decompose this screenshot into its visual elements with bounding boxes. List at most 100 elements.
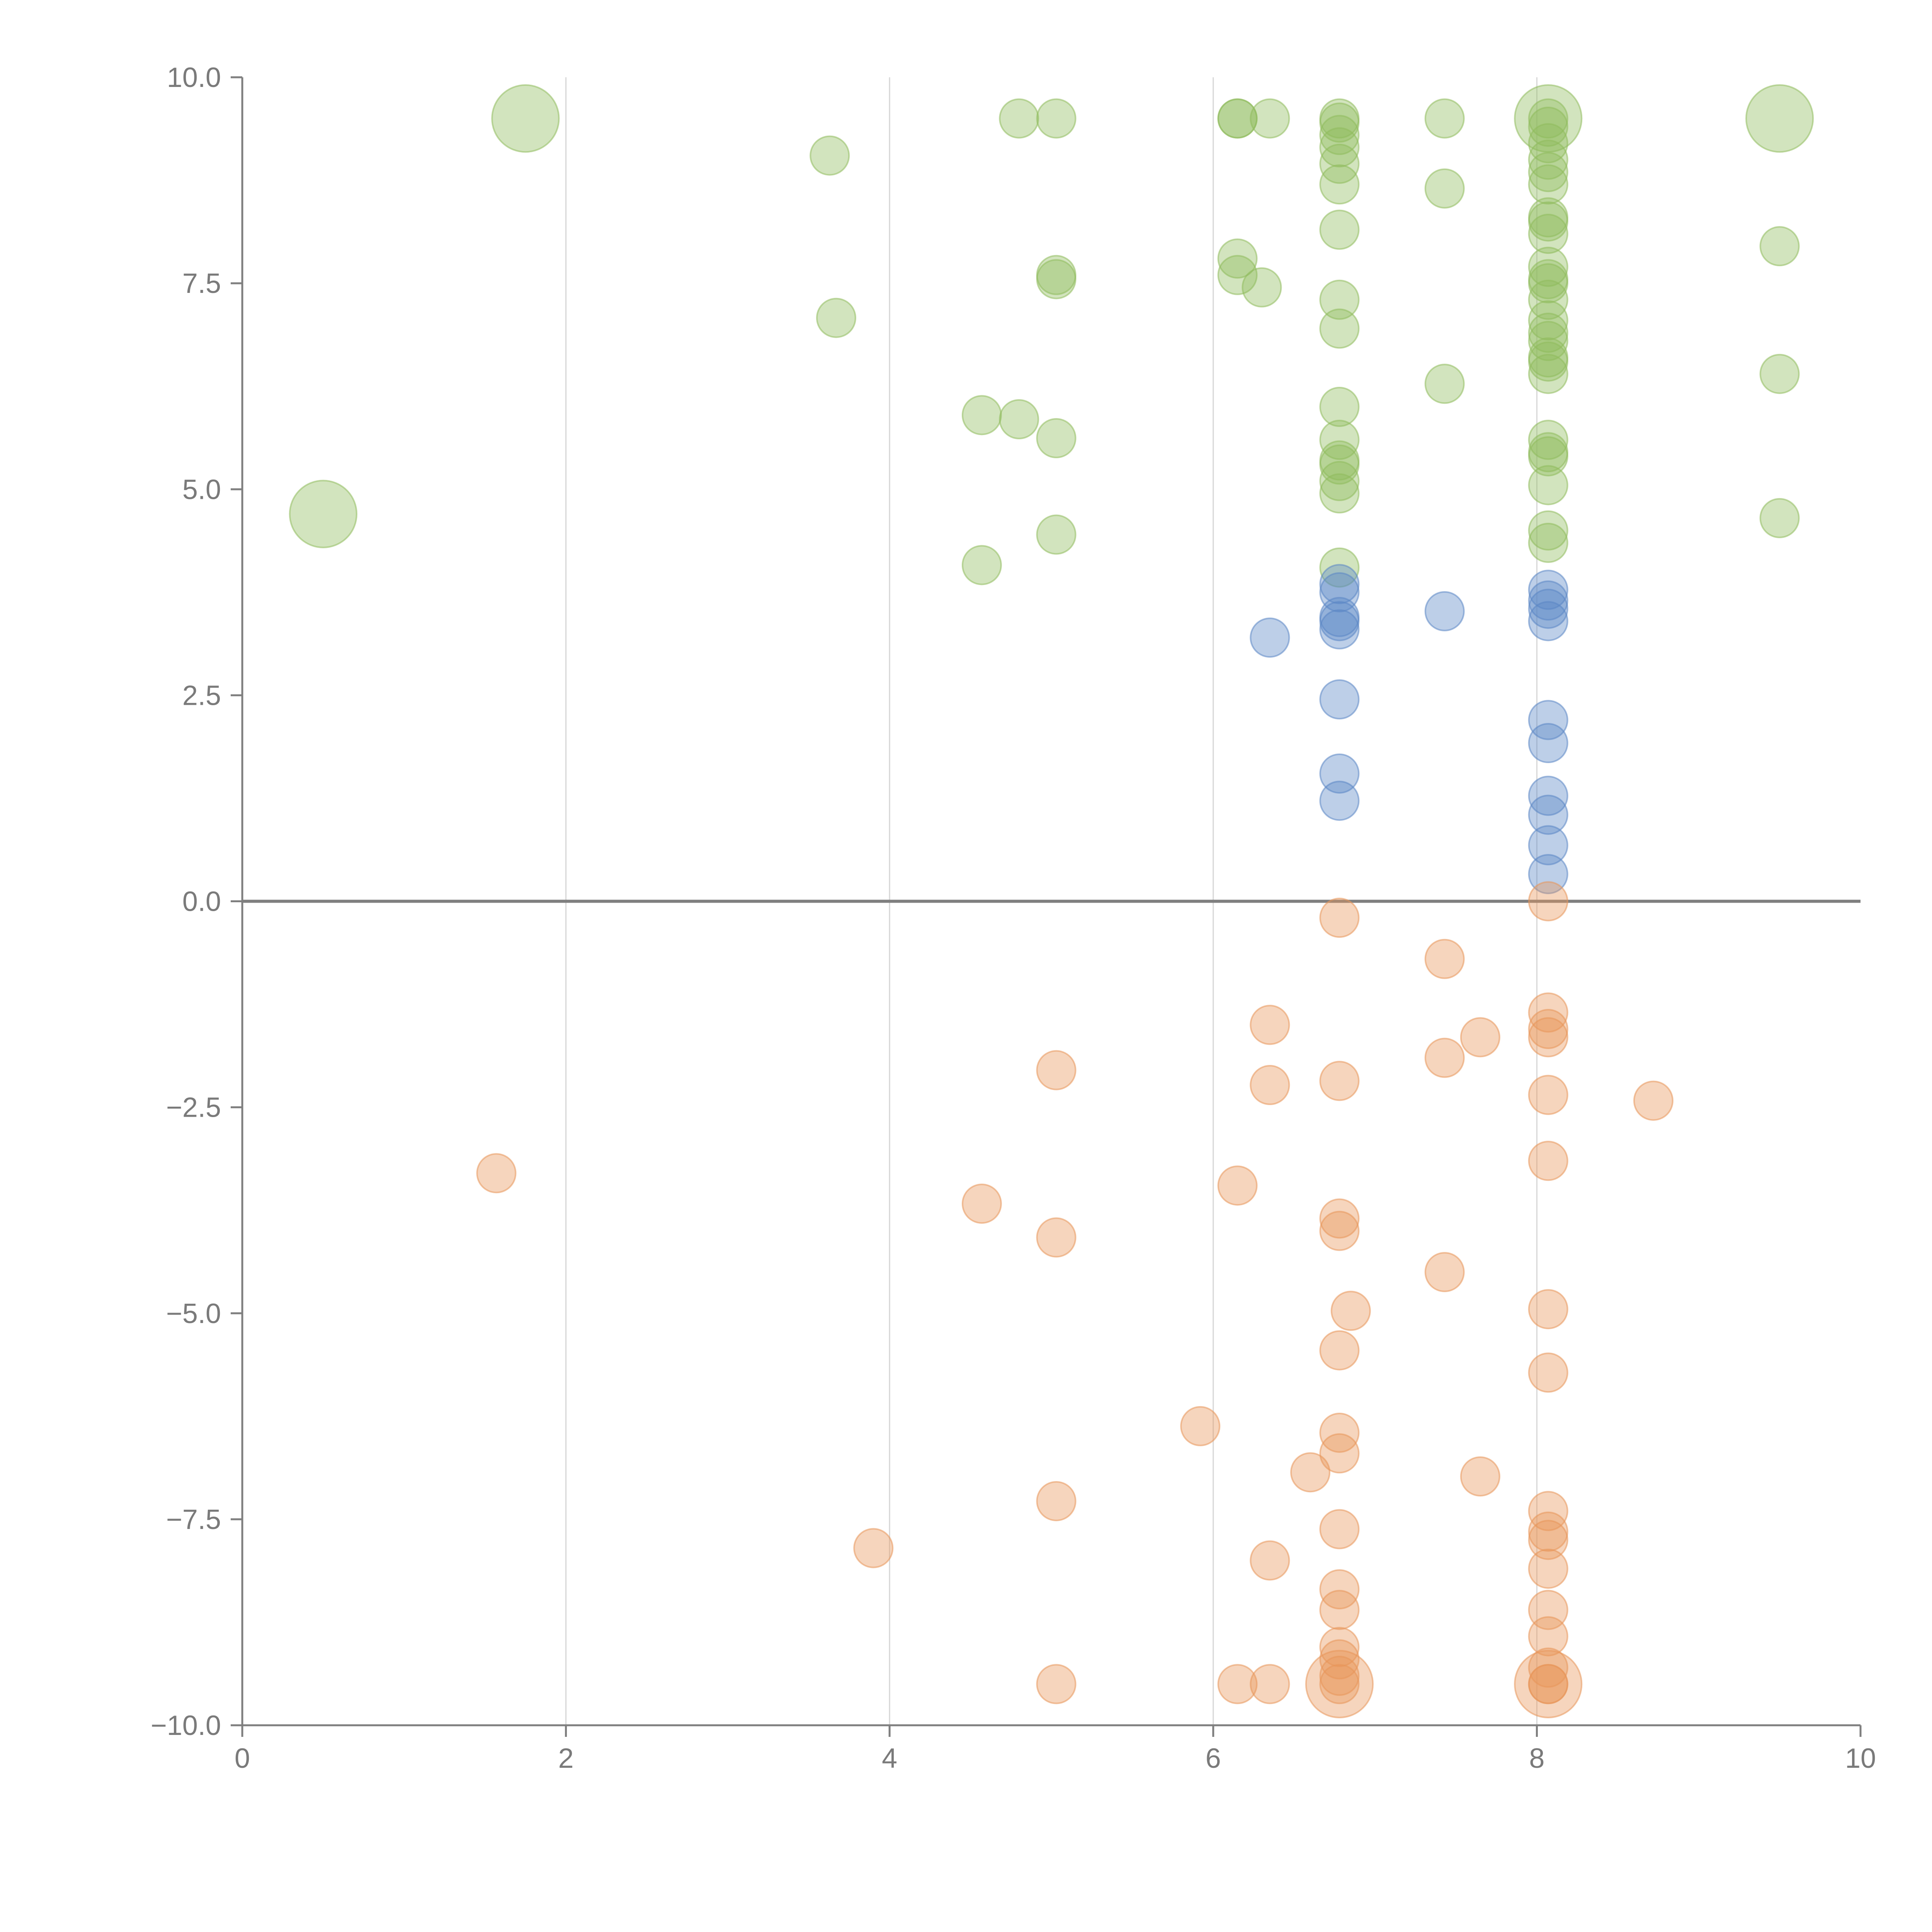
data-point-orange (1528, 1664, 1568, 1704)
data-point-orange (476, 1153, 517, 1194)
data-point-orange (1250, 1005, 1290, 1045)
y-tick-label: 5.0 (182, 474, 221, 505)
data-point-green (1319, 444, 1360, 485)
data-point-blue (1319, 609, 1360, 650)
data-point-green (1528, 247, 1568, 287)
data-point-green (1036, 418, 1077, 459)
data-point-green (1528, 300, 1568, 341)
data-point-orange (1250, 1540, 1290, 1581)
data-point-green (1319, 143, 1360, 184)
data-point-green (1217, 98, 1258, 139)
data-point-orange (1180, 1406, 1221, 1446)
data-point-orange (1330, 1291, 1371, 1331)
data-point-orange (1250, 1664, 1290, 1704)
data-point-orange (1036, 1050, 1077, 1090)
data-point-blue (1528, 580, 1568, 621)
data-point-orange (853, 1528, 894, 1568)
x-tick-label: 8 (1529, 1743, 1544, 1774)
data-point-green (1319, 115, 1360, 155)
data-point-orange (1217, 1165, 1258, 1206)
data-point-green (1424, 364, 1465, 404)
data-point-blue (1319, 601, 1360, 641)
data-point-orange (1319, 1198, 1360, 1239)
data-point-green (1319, 209, 1360, 250)
data-point-orange (961, 1184, 1002, 1224)
y-tick-label: −5.0 (166, 1298, 221, 1329)
y-tick-label: 10.0 (167, 62, 221, 93)
data-point-blue (1319, 679, 1360, 720)
data-point-green (1528, 214, 1568, 254)
y-tick-label: −10.0 (151, 1710, 221, 1741)
data-point-green (1319, 127, 1360, 168)
data-point-green (1424, 98, 1465, 139)
y-tick-label: 2.5 (182, 680, 221, 711)
data-point-blue (1528, 723, 1568, 764)
data-point-green (1036, 98, 1077, 139)
data-point-green (1528, 106, 1568, 147)
data-point-orange (1319, 1061, 1360, 1101)
data-point-blue (1424, 591, 1465, 631)
data-point-orange (1528, 1616, 1568, 1656)
data-point-green (1319, 279, 1360, 320)
data-point-orange (1528, 1548, 1568, 1589)
data-point-green (1217, 238, 1258, 279)
x-tick-label: 2 (558, 1743, 574, 1774)
data-point-blue (1528, 794, 1568, 835)
data-point-blue (1250, 617, 1290, 658)
data-point-orange (1514, 1650, 1583, 1718)
data-point-orange (1319, 1330, 1360, 1371)
axes: 0 2 4 6 8 10 10.0 7.5 5.0 2.5 0.0 −2.5 −5.0 −7.5 −10.0 (151, 62, 1876, 1774)
data-point-blue (1319, 564, 1360, 604)
data-point-orange (1528, 1017, 1568, 1058)
data-point-green (961, 395, 1002, 435)
data-point-orange (1528, 1289, 1568, 1330)
data-point-orange (1528, 1491, 1568, 1531)
data-point-orange (1460, 1456, 1500, 1497)
data-point-orange (1528, 992, 1568, 1033)
data-point-orange (1424, 1037, 1465, 1078)
data-point-blue (1528, 700, 1568, 740)
data-point-orange (1036, 1481, 1077, 1521)
data-point-green (999, 98, 1039, 139)
data-point-green (1528, 313, 1568, 353)
data-point-green (1424, 168, 1465, 209)
data-point-orange (1528, 1511, 1568, 1552)
data-point-green (1759, 226, 1800, 267)
data-point-orange (1319, 1639, 1360, 1680)
data-point-green (1319, 102, 1360, 143)
data-point-green (1528, 354, 1568, 394)
data-point-orange (1319, 1569, 1360, 1610)
data-point-orange (1319, 1211, 1360, 1251)
data-point-green (1319, 164, 1360, 205)
data-point-green (1528, 436, 1568, 476)
data-point-orange (1528, 1352, 1568, 1393)
data-point-green (1759, 498, 1800, 538)
data-point-green (1319, 420, 1360, 460)
data-point-green (1745, 84, 1814, 153)
data-point-green (491, 84, 560, 153)
data-point-orange (1250, 1065, 1290, 1105)
data-point-orange (1528, 1647, 1568, 1688)
data-point-orange (1319, 1627, 1360, 1667)
data-point-orange (1528, 881, 1568, 922)
data-point-orange (1217, 1664, 1258, 1704)
data-point-orange (1528, 1520, 1568, 1560)
data-point-green (1319, 473, 1360, 514)
data-point-green (1319, 308, 1360, 349)
data-point-green (961, 545, 1002, 585)
data-point-green (1528, 279, 1568, 320)
data-point-green (1528, 263, 1568, 304)
data-point-orange (1319, 1412, 1360, 1453)
y-tick-label: 0.0 (182, 886, 221, 917)
data-point-green (1319, 461, 1360, 501)
data-point-green (816, 298, 856, 338)
data-point-green (1528, 420, 1568, 460)
data-point-green (1759, 354, 1800, 394)
data-point-green (999, 399, 1039, 439)
data-point-orange (1424, 939, 1465, 979)
data-point-green (1528, 321, 1568, 361)
data-point-blue (1319, 572, 1360, 612)
data-point-orange (1319, 1590, 1360, 1630)
data-point-green (1528, 341, 1568, 382)
